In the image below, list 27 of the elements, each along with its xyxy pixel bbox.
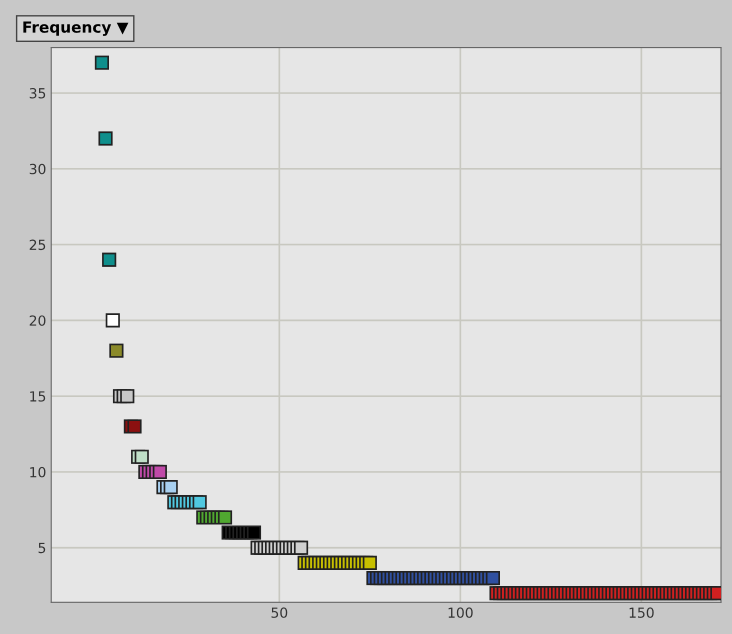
y-tick-label: 20 xyxy=(30,315,46,326)
point xyxy=(362,556,377,570)
point xyxy=(218,510,232,525)
y-tick-label: 10 xyxy=(30,466,46,478)
x-tick-label: 150 xyxy=(630,607,654,618)
x-tick-label: 100 xyxy=(448,607,473,618)
point xyxy=(102,252,116,267)
point xyxy=(152,464,167,480)
x-tick-label: 50 xyxy=(272,607,288,618)
point xyxy=(486,570,500,586)
point xyxy=(127,419,142,434)
point xyxy=(164,480,178,494)
point xyxy=(134,450,149,464)
y-tick-label: 25 xyxy=(30,240,46,250)
y-tick-label: 5 xyxy=(38,542,46,554)
point xyxy=(246,525,262,540)
y-tick-label: 15 xyxy=(30,391,46,402)
y-tick-label: 35 xyxy=(30,88,46,98)
point xyxy=(98,131,113,146)
point xyxy=(192,495,207,510)
chart-title: Frequency ▼ xyxy=(23,21,128,36)
point xyxy=(109,344,124,358)
point xyxy=(294,540,308,555)
point xyxy=(120,389,134,404)
point xyxy=(94,56,110,70)
point xyxy=(106,313,120,328)
y-tick-label: 30 xyxy=(30,164,46,174)
